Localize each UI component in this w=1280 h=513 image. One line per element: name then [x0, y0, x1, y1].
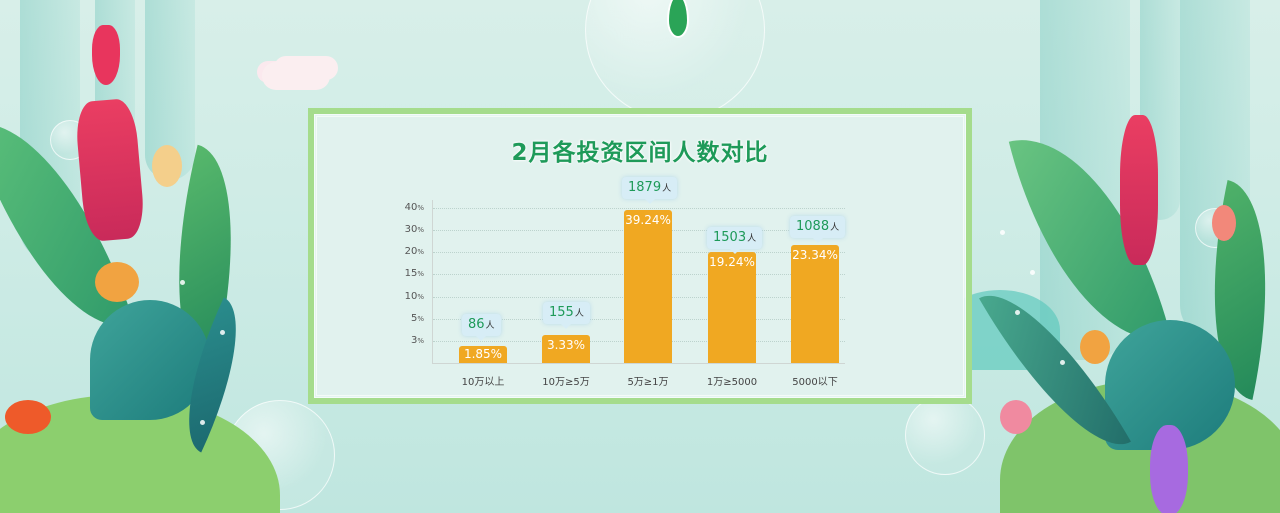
y-tick-label: 20%	[404, 246, 424, 257]
chart-title: 2月各投资区间人数对比	[511, 140, 769, 166]
bar-percent-label: 23.34%	[792, 248, 838, 262]
flower-decoration	[1120, 115, 1158, 265]
x-category-label: 10万≥5万	[542, 377, 590, 388]
count-bubble: 1879人	[622, 177, 678, 204]
gridline	[433, 208, 845, 209]
y-tick-label: 15%	[404, 268, 424, 279]
count-bubble: 86人	[462, 314, 501, 341]
flower-decoration	[5, 400, 51, 434]
flower-decoration	[1080, 330, 1110, 364]
flower-decoration	[1000, 400, 1032, 434]
y-tick-label: 5%	[410, 313, 424, 324]
count-bubble: 1088人	[790, 216, 846, 243]
flower-decoration	[1212, 205, 1236, 241]
x-axis-line	[432, 363, 845, 364]
bar-10w-plus[interactable]: 1.85%	[459, 346, 507, 363]
y-tick-label: 30%	[404, 224, 424, 235]
flower-decoration	[95, 262, 139, 302]
y-tick-label: 40%	[404, 202, 424, 213]
cloud-decoration	[262, 62, 330, 90]
bar-1w-5000[interactable]: 19.24%	[708, 252, 756, 363]
bubble-decoration	[905, 395, 985, 475]
bar-5w-1w[interactable]: 39.24%	[624, 210, 672, 363]
y-axis-line	[432, 200, 433, 364]
bar-percent-label: 39.24%	[625, 213, 671, 227]
bar-percent-label: 3.33%	[546, 338, 586, 352]
x-category-label: 10万以上	[461, 377, 505, 388]
count-bubble: 1503人	[707, 227, 763, 254]
flower-decoration	[152, 145, 182, 187]
flower-decoration	[92, 25, 120, 85]
bar-10w-5w[interactable]: 3.33%	[542, 335, 590, 363]
y-tick-label: 3%	[410, 335, 424, 346]
x-category-label: 5000以下	[792, 377, 838, 388]
x-category-label: 1万≥5000	[706, 377, 758, 388]
bar-5000-below[interactable]: 23.34%	[791, 245, 839, 363]
count-bubble: 155人	[543, 302, 590, 329]
x-category-label: 5万≥1万	[627, 377, 669, 388]
flower-decoration	[1150, 425, 1188, 513]
leaf-icon	[667, 0, 689, 38]
bar-percent-label: 1.85%	[463, 347, 503, 361]
y-tick-label: 10%	[404, 291, 424, 302]
bar-percent-label: 19.24%	[709, 255, 755, 269]
